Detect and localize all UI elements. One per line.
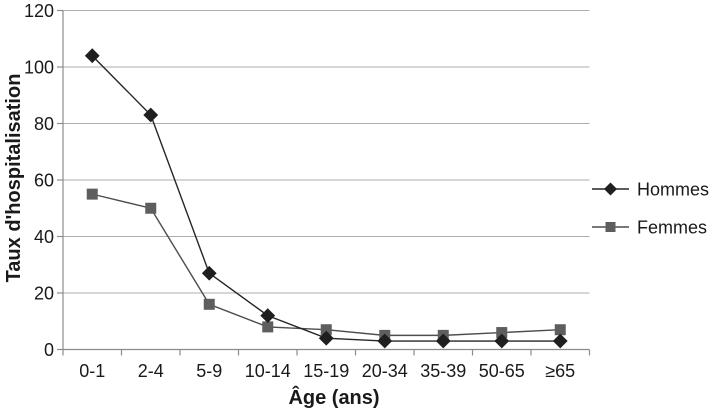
x-tick-label: ≥65: [545, 361, 575, 381]
legend-item-hommes: Hommes: [592, 179, 709, 199]
square-marker: [320, 324, 332, 336]
axes: [57, 9, 591, 356]
x-tick-label: 15-19: [303, 361, 349, 381]
x-tick-label: 2-4: [138, 361, 164, 381]
legend: Hommes Femmes: [592, 179, 709, 237]
square-marker: [145, 202, 157, 214]
y-tick-label: 60: [34, 170, 54, 190]
y-tick-label: 120: [24, 1, 54, 21]
data-series: [84, 48, 568, 349]
square-marker: [554, 324, 566, 336]
square-marker: [86, 188, 98, 200]
legend-label: Femmes: [637, 217, 707, 237]
x-tick-label: 20-34: [362, 361, 408, 381]
legend-label: Hommes: [637, 179, 709, 199]
y-tick-label: 100: [24, 57, 54, 77]
square-marker: [262, 321, 274, 333]
gridlines: [63, 10, 590, 294]
x-axis-title: Âge (ans): [288, 385, 379, 409]
x-tick-label: 10-14: [245, 361, 291, 381]
diamond-marker: [201, 265, 217, 281]
diamond-marker: [604, 182, 617, 196]
diamond-marker: [84, 48, 100, 64]
diamond-marker: [494, 333, 510, 349]
y-tick-label: 0: [44, 340, 54, 360]
square-marker: [496, 327, 508, 339]
series-femmes: [86, 188, 566, 341]
square-marker: [203, 298, 215, 310]
square-marker: [605, 222, 616, 232]
tick-labels: 0 20 40 60 80 100 120 0-1 2-4 5-9 10-14 15-19 20-34 3…: [24, 1, 575, 381]
x-tick-label: 5-9: [196, 361, 222, 381]
y-tick-label: 80: [34, 114, 54, 134]
diamond-marker: [318, 330, 334, 346]
x-tick-label: 35-39: [420, 361, 466, 381]
y-axis-title: Taux d'hospitalisation: [3, 74, 25, 283]
series-hommes: [84, 48, 568, 349]
diamond-marker: [552, 333, 568, 349]
x-tick-label: 50-65: [479, 361, 525, 381]
diamond-marker: [143, 107, 159, 123]
legend-item-femmes: Femmes: [592, 217, 707, 237]
y-tick-label: 20: [34, 283, 54, 303]
diamond-marker: [260, 308, 276, 323]
diamond-marker: [377, 333, 393, 349]
diamond-marker: [435, 333, 451, 349]
y-tick-label: 40: [34, 227, 54, 247]
series-line: [92, 193, 561, 337]
x-tick-label: 0-1: [79, 361, 105, 381]
series-line: [91, 55, 561, 342]
